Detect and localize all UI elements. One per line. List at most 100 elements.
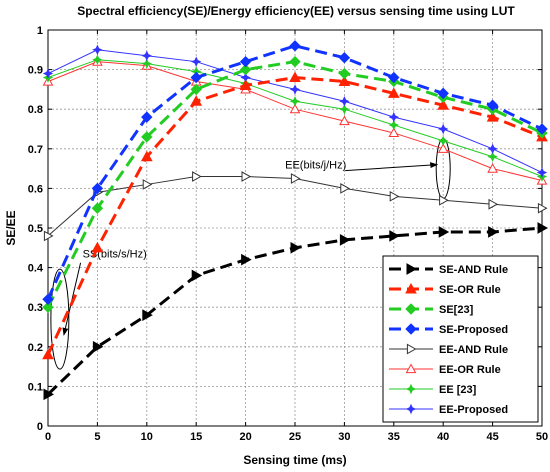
data-point [405, 303, 417, 315]
x-tick-label: 35 [388, 431, 400, 443]
y-tick-label: 0.5 [28, 223, 43, 235]
data-point [91, 202, 104, 214]
legend-label: EE-OR Rule [439, 364, 501, 376]
data-point [537, 222, 549, 234]
data-point [339, 103, 350, 115]
data-point [340, 183, 350, 194]
y-tick-label: 0.8 [28, 104, 43, 116]
series-line [46, 44, 543, 300]
legend: SE-AND Rule SE-OR Rule SE[23] SE-Proposed EE… [382, 255, 539, 423]
data-point [439, 194, 449, 206]
legend-label: SE-AND Rule [439, 264, 508, 276]
annotation-arrow [345, 162, 439, 172]
x-axis-label: Sensing time (ms) [243, 453, 346, 467]
data-point [92, 44, 103, 56]
data-point [42, 301, 54, 313]
x-tick-label: 40 [437, 431, 449, 443]
x-tick-label: 15 [190, 431, 202, 443]
series-7 [42, 44, 548, 178]
y-tick-label: 0.9 [28, 65, 43, 77]
data-point [92, 340, 104, 353]
annotation-label: EE(bits/j/Hz) [285, 160, 346, 172]
data-point [289, 103, 301, 114]
data-point [488, 226, 499, 238]
data-point [42, 348, 54, 360]
data-point [92, 54, 103, 65]
x-tick-label: 45 [486, 431, 498, 443]
data-point [437, 143, 449, 153]
data-point [487, 143, 498, 155]
data-point [389, 230, 400, 242]
data-point [387, 87, 400, 98]
data-point [536, 167, 548, 178]
data-point [405, 323, 417, 335]
legend-label: SE-Proposed [439, 324, 508, 336]
data-point [42, 68, 54, 79]
data-point [339, 234, 351, 246]
data-point [486, 111, 499, 122]
legend-label: SE-OR Rule [439, 284, 501, 296]
data-point [388, 119, 400, 131]
x-tick-label: 0 [45, 431, 51, 443]
annotation-label: SS(bits/s/Hz) [83, 249, 147, 261]
data-point [537, 202, 548, 214]
y-tick-label: 0.3 [28, 302, 43, 314]
data-point [141, 58, 153, 69]
y-tick-label: 0.6 [28, 183, 43, 195]
data-point [488, 198, 499, 210]
x-tick-label: 50 [536, 431, 548, 443]
data-point [437, 135, 449, 147]
series-1 [42, 71, 548, 360]
x-tick-label: 10 [141, 431, 153, 443]
data-point [239, 63, 252, 76]
data-point [42, 293, 54, 305]
data-point [142, 309, 153, 321]
data-point [437, 123, 449, 135]
data-point [241, 253, 252, 266]
axis-ticks: 0 5 10 15 20 25 30 35 40 45 50 0 0.1 0.2 0.3 0.4 0.5 0.6 0… [28, 25, 548, 443]
chart-title: Spectral efficiency(SE)/Energy efficienc… [77, 4, 515, 18]
data-point [192, 171, 202, 182]
data-point [406, 343, 417, 355]
data-point [405, 403, 417, 415]
data-point [142, 179, 153, 190]
data-point [141, 50, 153, 61]
data-point [239, 79, 252, 90]
annotation-ellipse-ss [50, 268, 70, 370]
data-point [437, 87, 449, 100]
y-tick-label: 0.1 [28, 381, 43, 393]
data-point [388, 127, 400, 138]
x-tick-label: 5 [94, 431, 100, 443]
data-point [405, 282, 417, 294]
data-point [43, 230, 54, 242]
y-tick-label: 0.7 [28, 144, 43, 156]
x-tick-label: 20 [239, 431, 251, 443]
legend-box [382, 255, 539, 423]
data-point [190, 83, 202, 96]
data-point [405, 363, 417, 374]
data-point [190, 95, 203, 106]
legend-label: SE[23] [439, 304, 474, 316]
data-point [289, 96, 301, 107]
data-point [338, 75, 351, 86]
data-point [91, 182, 104, 195]
data-point [487, 151, 498, 162]
y-tick-label: 0.2 [28, 342, 43, 354]
data-point [190, 71, 202, 84]
x-tick-label: 25 [289, 431, 301, 443]
data-point [437, 99, 450, 110]
data-point [140, 150, 153, 162]
data-point [141, 111, 153, 123]
series-3 [42, 40, 548, 305]
series-0 [43, 222, 549, 401]
data-point [241, 171, 252, 182]
data-point [190, 56, 202, 67]
data-point [290, 241, 302, 254]
data-point [289, 40, 301, 52]
legend-label: EE [23] [439, 384, 477, 396]
data-point [389, 190, 400, 202]
data-point [405, 383, 417, 395]
legend-label: EE-Proposed [439, 404, 508, 416]
data-point [289, 84, 301, 95]
data-point [339, 115, 350, 126]
